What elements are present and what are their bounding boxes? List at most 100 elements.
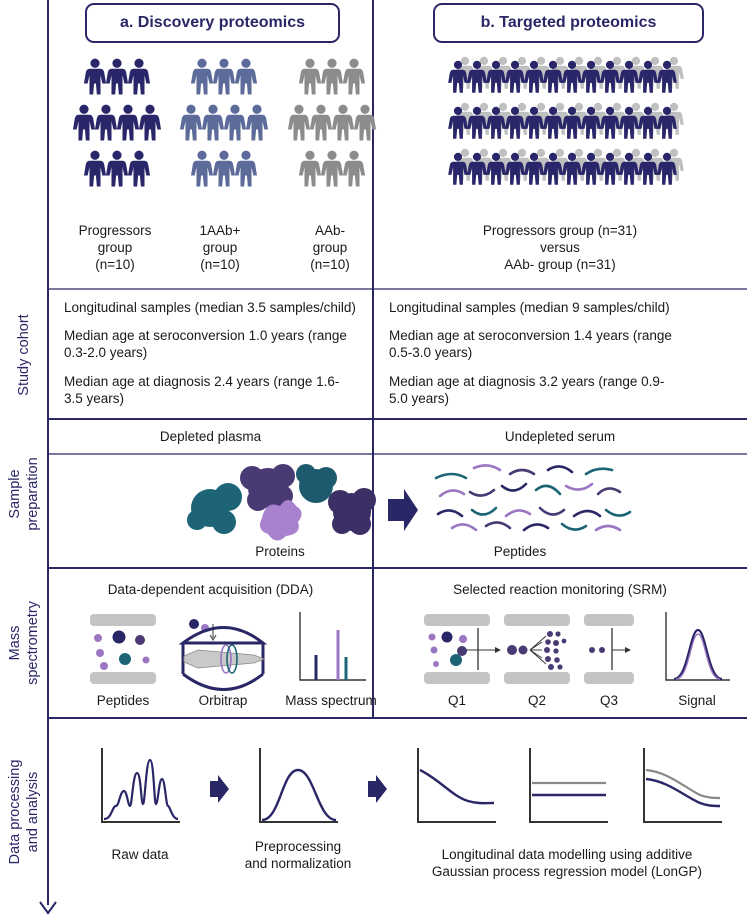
aab-negative-people-icon bbox=[287, 58, 377, 187]
analysis-label-raw-data: Raw data bbox=[111, 847, 169, 862]
cohort-b-seroconversion: Median age at seroconversion 1.4 years (… bbox=[389, 328, 672, 360]
protein-to-peptide-arrow-icon bbox=[388, 489, 418, 531]
person-icon bbox=[138, 104, 162, 141]
lonegp-model-plot-2-icon bbox=[529, 748, 608, 823]
person-icon bbox=[83, 150, 107, 187]
group-label-single-aab: 1AAb+ group (n=10) bbox=[199, 223, 241, 272]
person-icon bbox=[245, 104, 269, 141]
prep-label-undepleted-serum: Undepleted serum bbox=[504, 429, 616, 444]
ms-label-signal: Signal bbox=[678, 693, 716, 708]
person-icon bbox=[116, 104, 140, 141]
person-icon bbox=[505, 152, 525, 185]
person-icon bbox=[524, 106, 544, 139]
person-icon bbox=[562, 152, 582, 185]
person-icon bbox=[448, 152, 468, 185]
person-icon bbox=[179, 104, 203, 141]
peptide-strand-icon bbox=[504, 509, 532, 518]
cohort-a-longitudinal: Longitudinal samples (median 3.5 samples… bbox=[64, 300, 356, 315]
cohort-b-longitudinal: Longitudinal samples (median 9 samples/c… bbox=[389, 300, 670, 315]
person-icon bbox=[467, 106, 487, 139]
peptides-label: Peptides bbox=[493, 544, 547, 559]
peptide-strand-icon bbox=[508, 468, 536, 476]
person-icon bbox=[600, 60, 620, 93]
person-icon bbox=[234, 150, 258, 187]
analysis-label-preprocessing: Preprocessing and normalization bbox=[244, 839, 352, 871]
group-label-progressors: Progressors group (n=10) bbox=[78, 223, 152, 272]
person-icon bbox=[524, 60, 544, 93]
peptide-strand-icon bbox=[564, 482, 594, 491]
lonegp-model-plot-3-icon bbox=[643, 748, 722, 823]
ms-label-mass-spectrum: Mass spectrum bbox=[285, 693, 377, 708]
ms-label-q1: Q1 bbox=[447, 693, 466, 708]
person-icon bbox=[486, 60, 506, 93]
proteins-label: Proteins bbox=[255, 544, 305, 559]
person-icon bbox=[127, 150, 151, 187]
person-icon bbox=[486, 152, 506, 185]
ms-title-srm: Selected reaction monitoring (SRM) bbox=[453, 582, 667, 597]
person-icon bbox=[331, 104, 355, 141]
person-icon bbox=[201, 104, 225, 141]
peptide-strand-icon bbox=[572, 509, 602, 518]
person-icon bbox=[287, 104, 311, 141]
q1-quadrupole-icon bbox=[424, 614, 501, 684]
analysis-label-lonegp: Longitudinal data modelling using additi… bbox=[431, 847, 703, 879]
person-icon bbox=[562, 60, 582, 93]
peptide-strand-icon bbox=[470, 506, 498, 516]
peptide-strand-icon bbox=[596, 487, 622, 496]
panel-a-title: a. Discovery proteomics bbox=[85, 3, 340, 43]
person-icon bbox=[638, 152, 658, 185]
group-label-targeted: Progressors group (n=31) versus AAb- group… bbox=[482, 223, 638, 272]
person-icon bbox=[619, 106, 639, 139]
person-icon bbox=[309, 104, 333, 141]
cohort-a-seroconversion: Median age at seroconversion 1.0 years (… bbox=[64, 328, 347, 360]
person-icon bbox=[524, 152, 544, 185]
person-icon bbox=[105, 150, 129, 187]
peptide-strand-icon bbox=[604, 508, 632, 517]
orbitrap-icon bbox=[178, 619, 268, 691]
person-icon bbox=[190, 150, 214, 187]
peptide-strand-icon bbox=[584, 467, 614, 476]
peptide-strand-icon bbox=[434, 472, 468, 480]
person-icon bbox=[619, 60, 639, 93]
person-icon bbox=[657, 60, 677, 93]
panel-b-title: b. Targeted proteomics bbox=[433, 3, 704, 43]
peptide-strand-icon bbox=[500, 482, 528, 492]
person-icon bbox=[234, 58, 258, 95]
mass-spectrum-icon bbox=[299, 612, 366, 681]
person-icon bbox=[562, 106, 582, 139]
person-icon bbox=[619, 152, 639, 185]
person-icon bbox=[581, 60, 601, 93]
person-icon bbox=[505, 106, 525, 139]
group-label-aab-negative: AAb-group (n=10) bbox=[310, 223, 350, 272]
prep-label-depleted-plasma: Depleted plasma bbox=[159, 429, 262, 444]
person-icon bbox=[298, 150, 322, 187]
person-icon bbox=[320, 58, 344, 95]
peptide-strand-icon bbox=[436, 509, 464, 518]
cohort-b-diagnosis: Median age at diagnosis 3.2 years (range… bbox=[389, 374, 665, 406]
person-icon bbox=[657, 106, 677, 139]
person-icon bbox=[94, 104, 118, 141]
person-icon bbox=[543, 152, 563, 185]
ms-label-q2: Q2 bbox=[527, 693, 546, 708]
person-icon bbox=[105, 58, 129, 95]
peptide-strand-icon bbox=[560, 522, 588, 531]
raw-to-normalization-arrow-icon bbox=[210, 775, 229, 803]
person-icon bbox=[72, 104, 96, 141]
peptide-strand-icon bbox=[484, 521, 512, 530]
peptide-strand-icon bbox=[450, 523, 478, 532]
person-icon bbox=[212, 150, 236, 187]
lonegp-model-plot-1-icon bbox=[417, 748, 496, 823]
person-icon bbox=[342, 58, 366, 95]
proteins-icon bbox=[187, 464, 376, 541]
peptide-strand-icon bbox=[534, 484, 562, 496]
peptide-strand-icon bbox=[594, 524, 622, 532]
peptide-strand-icon bbox=[472, 464, 502, 472]
person-icon bbox=[467, 60, 487, 93]
progressors-people-icon bbox=[72, 58, 162, 187]
peptides-icon bbox=[434, 464, 632, 532]
person-icon bbox=[448, 60, 468, 93]
q2-collision-cell-icon bbox=[504, 614, 570, 684]
person-icon bbox=[127, 58, 151, 95]
